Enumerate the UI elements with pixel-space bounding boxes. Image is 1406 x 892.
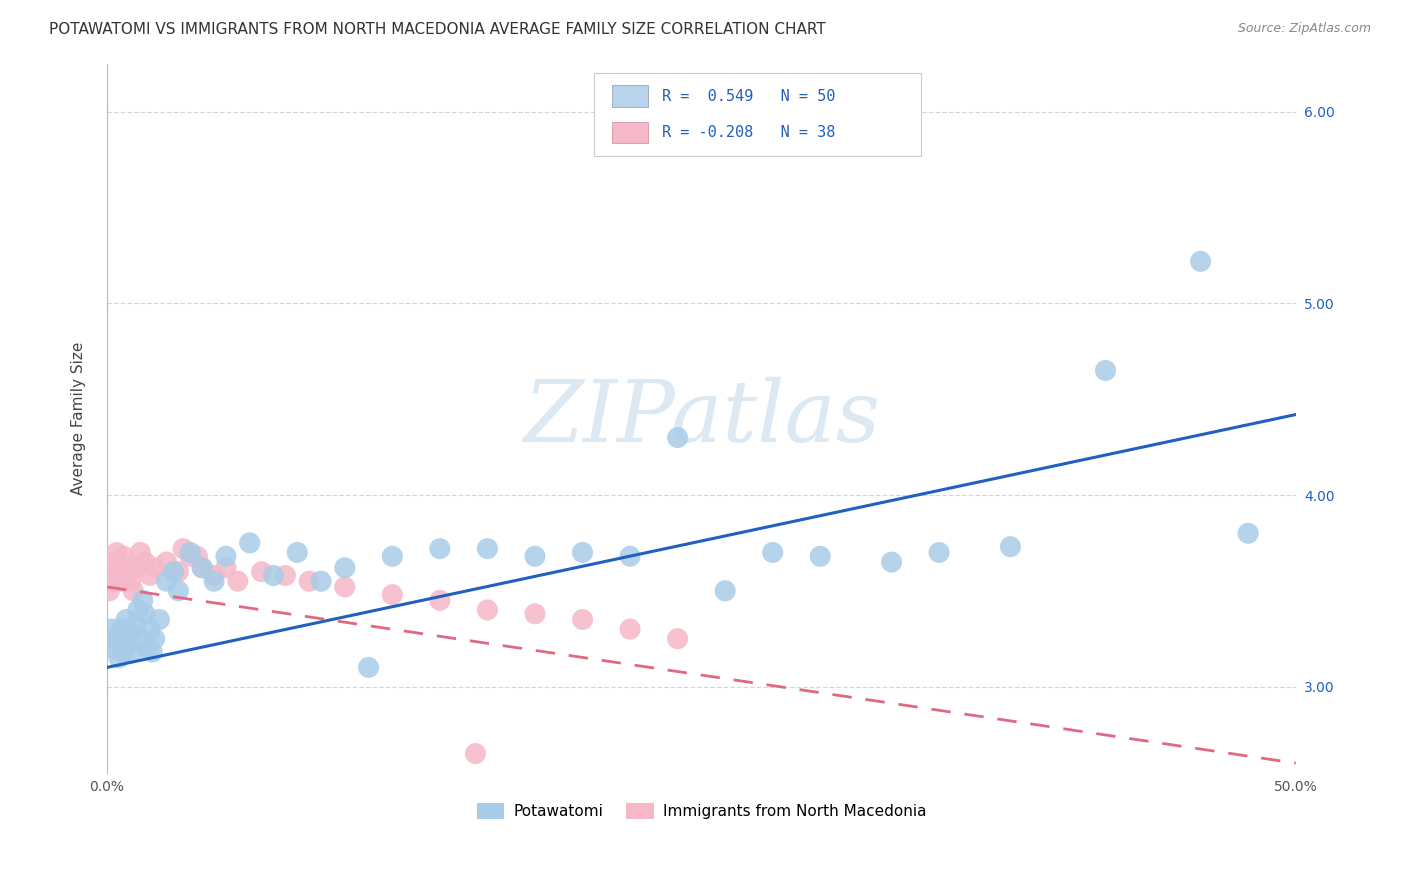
Legend: Potawatomi, Immigrants from North Macedonia: Potawatomi, Immigrants from North Macedo… [471, 797, 932, 825]
Point [172, 541, 194, 556]
Point [110, 574, 132, 589]
Point [571, 545, 593, 559]
Point [117, 637, 139, 651]
Point [1237, 526, 1260, 541]
Point [155, 574, 177, 589]
Y-axis label: Average Family Size: Average Family Size [72, 342, 86, 495]
Point [132, 593, 155, 607]
Point [110, 622, 132, 636]
Point [139, 568, 162, 582]
Point [101, 622, 124, 636]
Point [274, 568, 297, 582]
Point [112, 645, 135, 659]
Text: ZIPatlas: ZIPatlas [523, 377, 880, 459]
Point [429, 593, 451, 607]
Point [139, 622, 162, 636]
Point [100, 565, 122, 579]
Point [191, 561, 214, 575]
Point [122, 645, 145, 659]
Point [285, 545, 308, 559]
Point [143, 561, 166, 575]
Point [115, 613, 138, 627]
Point [117, 561, 139, 575]
Point [619, 549, 641, 564]
Point [880, 555, 903, 569]
Point [762, 545, 785, 559]
Point [202, 574, 225, 589]
Point [186, 549, 208, 564]
Point [155, 555, 177, 569]
Point [103, 555, 125, 569]
Point [112, 549, 135, 564]
Point [129, 545, 152, 559]
Point [134, 555, 156, 569]
Point [127, 603, 149, 617]
Point [129, 632, 152, 646]
Point [1000, 540, 1022, 554]
Point [124, 561, 146, 575]
Point [333, 561, 356, 575]
Point [333, 580, 356, 594]
Point [134, 607, 156, 621]
Point [226, 574, 249, 589]
Point [1094, 363, 1116, 377]
Point [215, 561, 238, 575]
Point [619, 622, 641, 636]
Point [98, 632, 121, 646]
Point [143, 632, 166, 646]
Text: R =  0.549   N = 50: R = 0.549 N = 50 [662, 88, 835, 103]
Point [105, 632, 128, 646]
Point [120, 574, 142, 589]
Point [124, 618, 146, 632]
Point [429, 541, 451, 556]
Point [1189, 254, 1212, 268]
Point [115, 568, 138, 582]
Point [523, 607, 546, 621]
Point [108, 650, 131, 665]
Point [105, 545, 128, 559]
Point [148, 613, 170, 627]
Point [666, 632, 689, 646]
Point [477, 603, 499, 617]
Point [808, 549, 831, 564]
Text: POTAWATOMI VS IMMIGRANTS FROM NORTH MACEDONIA AVERAGE FAMILY SIZE CORRELATION CH: POTAWATOMI VS IMMIGRANTS FROM NORTH MACE… [49, 22, 825, 37]
Point [357, 660, 380, 674]
Point [103, 641, 125, 656]
Text: Source: ZipAtlas.com: Source: ZipAtlas.com [1237, 22, 1371, 36]
Point [714, 583, 737, 598]
Point [464, 747, 486, 761]
Point [167, 565, 190, 579]
Point [298, 574, 321, 589]
Point [101, 574, 124, 589]
Point [136, 641, 159, 656]
Point [191, 561, 214, 575]
Point [202, 568, 225, 582]
Text: R = -0.208   N = 38: R = -0.208 N = 38 [662, 126, 835, 140]
Bar [612, 86, 648, 107]
Point [215, 549, 238, 564]
Point [477, 541, 499, 556]
Point [108, 565, 131, 579]
Point [928, 545, 950, 559]
Point [309, 574, 332, 589]
Point [122, 583, 145, 598]
Point [141, 645, 163, 659]
Bar [612, 122, 648, 144]
Point [179, 545, 201, 559]
Point [381, 588, 404, 602]
Point [162, 565, 184, 579]
FancyBboxPatch shape [595, 72, 921, 156]
Point [666, 431, 689, 445]
Point [179, 549, 201, 564]
Point [381, 549, 404, 564]
Point [120, 626, 142, 640]
Point [523, 549, 546, 564]
Point [263, 568, 285, 582]
Point [98, 583, 121, 598]
Point [571, 613, 593, 627]
Point [167, 583, 190, 598]
Point [239, 536, 262, 550]
Point [250, 565, 273, 579]
